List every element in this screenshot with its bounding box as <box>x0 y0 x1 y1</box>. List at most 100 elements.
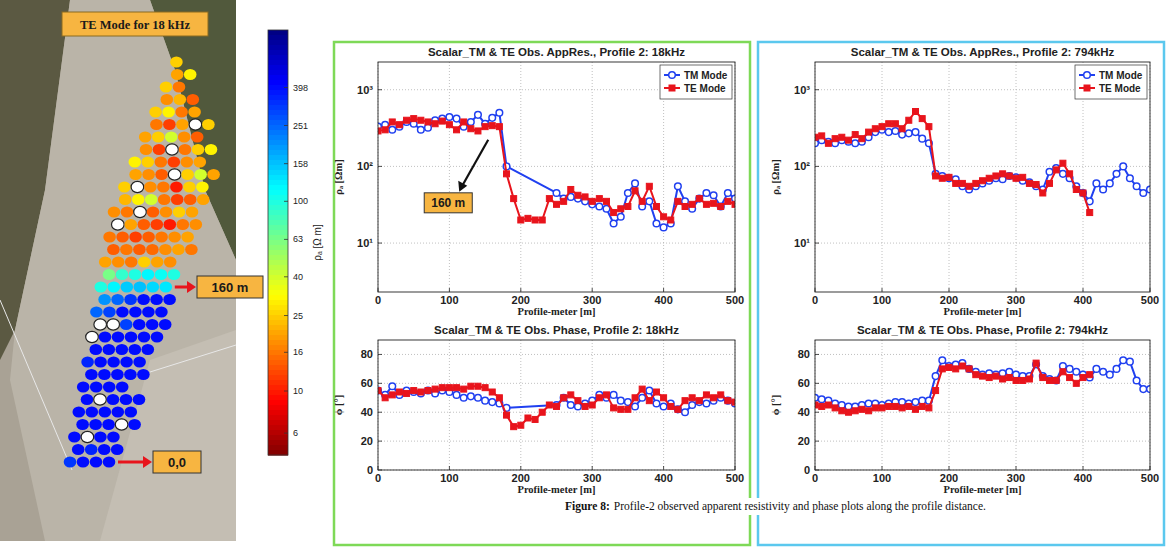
tick-label: 0 <box>375 294 381 306</box>
colorbar-segment <box>268 325 288 331</box>
series-marker <box>625 406 631 412</box>
colorbar-segment <box>268 270 288 276</box>
tick-label: 100 <box>440 472 458 484</box>
chart: 010020030040050010¹10²10³Scalar_TM & TE … <box>770 46 1159 317</box>
map-cell <box>138 219 151 230</box>
series-marker <box>886 121 892 127</box>
map-cell <box>116 306 129 317</box>
series-marker <box>732 201 735 207</box>
series-marker <box>1113 366 1120 373</box>
map-cell <box>138 331 151 342</box>
series-marker <box>1053 377 1059 383</box>
map-cell <box>116 269 129 280</box>
series-marker <box>906 117 912 123</box>
map-cell <box>153 144 166 155</box>
map-cell <box>64 456 77 467</box>
series-marker <box>596 196 602 202</box>
map-cell <box>133 394 146 405</box>
map-cell <box>164 219 177 230</box>
series-marker <box>1060 171 1067 178</box>
series-marker <box>846 137 852 143</box>
colorbar-segment <box>268 430 288 436</box>
map-cell <box>196 181 209 192</box>
annotation-label: 160 m <box>431 196 465 210</box>
map-cell <box>181 156 194 167</box>
series-marker <box>939 175 945 181</box>
series-marker <box>879 405 885 411</box>
map-cell <box>120 319 133 330</box>
series-marker <box>518 422 524 428</box>
tick-mark <box>449 288 450 292</box>
series-marker <box>489 123 495 129</box>
series-marker <box>892 128 899 135</box>
map-cell <box>129 156 142 167</box>
series-marker <box>482 385 488 391</box>
series-marker <box>1087 372 1093 378</box>
tick-label: 60 <box>361 377 373 389</box>
series-marker <box>926 124 932 130</box>
series-marker <box>899 405 905 411</box>
series-marker <box>1040 190 1046 196</box>
series-marker <box>859 406 865 412</box>
colorbar-segment <box>268 240 288 246</box>
map-cell <box>168 269 181 280</box>
series-marker <box>618 206 624 212</box>
colorbar-segment <box>268 415 288 421</box>
tick-label: 60 <box>798 377 810 389</box>
series-marker <box>378 388 381 394</box>
map-cell <box>119 194 132 205</box>
legend-box <box>660 65 732 99</box>
series-marker <box>546 402 552 408</box>
series-marker <box>1000 171 1006 177</box>
map-cell <box>76 419 89 430</box>
series-marker <box>980 178 986 184</box>
series-marker <box>1053 167 1059 173</box>
map-cell <box>186 206 199 217</box>
axis-title: Profile-meter [m] <box>517 484 595 495</box>
series-marker <box>959 363 965 369</box>
series-marker <box>553 190 560 197</box>
chart: 010020030040050010¹10²10³Scalar_TM & TE … <box>333 46 744 317</box>
series-marker <box>511 424 517 430</box>
grid-line <box>378 243 735 244</box>
map-cell <box>151 331 164 342</box>
tick-label: 500 <box>726 472 744 484</box>
map-cell <box>137 369 150 380</box>
series-marker <box>906 130 913 137</box>
series-marker <box>475 128 481 134</box>
series-marker <box>496 395 502 401</box>
tick-label: 200 <box>940 294 958 306</box>
map-label-box <box>153 451 201 473</box>
series-marker <box>703 392 709 398</box>
map-cell <box>89 419 102 430</box>
map-cell <box>194 156 207 167</box>
series-group <box>378 383 735 430</box>
colorbar-segment <box>268 335 288 341</box>
map-label-box <box>197 276 263 298</box>
tick-label: 0 <box>367 464 373 476</box>
map-cell <box>146 244 159 255</box>
map-cell <box>142 156 155 167</box>
series-marker <box>468 393 475 400</box>
tick-mark <box>815 441 819 442</box>
map-arrow-head <box>187 281 196 293</box>
grid-line <box>592 62 593 292</box>
colorbar-segment <box>268 350 288 356</box>
map-arrow <box>118 461 145 464</box>
colorbar-segment <box>268 385 288 391</box>
series-marker <box>475 394 482 401</box>
series-marker <box>953 366 959 372</box>
series-marker <box>511 196 517 202</box>
series-marker <box>482 124 488 130</box>
series-marker <box>1127 175 1134 182</box>
series-marker <box>404 117 410 123</box>
map-cell <box>131 181 144 192</box>
series-marker <box>653 389 659 395</box>
series-marker <box>815 134 818 140</box>
colorbar-segment <box>268 90 288 96</box>
tick-label: 500 <box>1141 472 1159 484</box>
plot-frame <box>378 62 735 292</box>
map-cell <box>98 294 111 305</box>
grid-line <box>449 62 450 292</box>
series-marker <box>718 392 724 398</box>
